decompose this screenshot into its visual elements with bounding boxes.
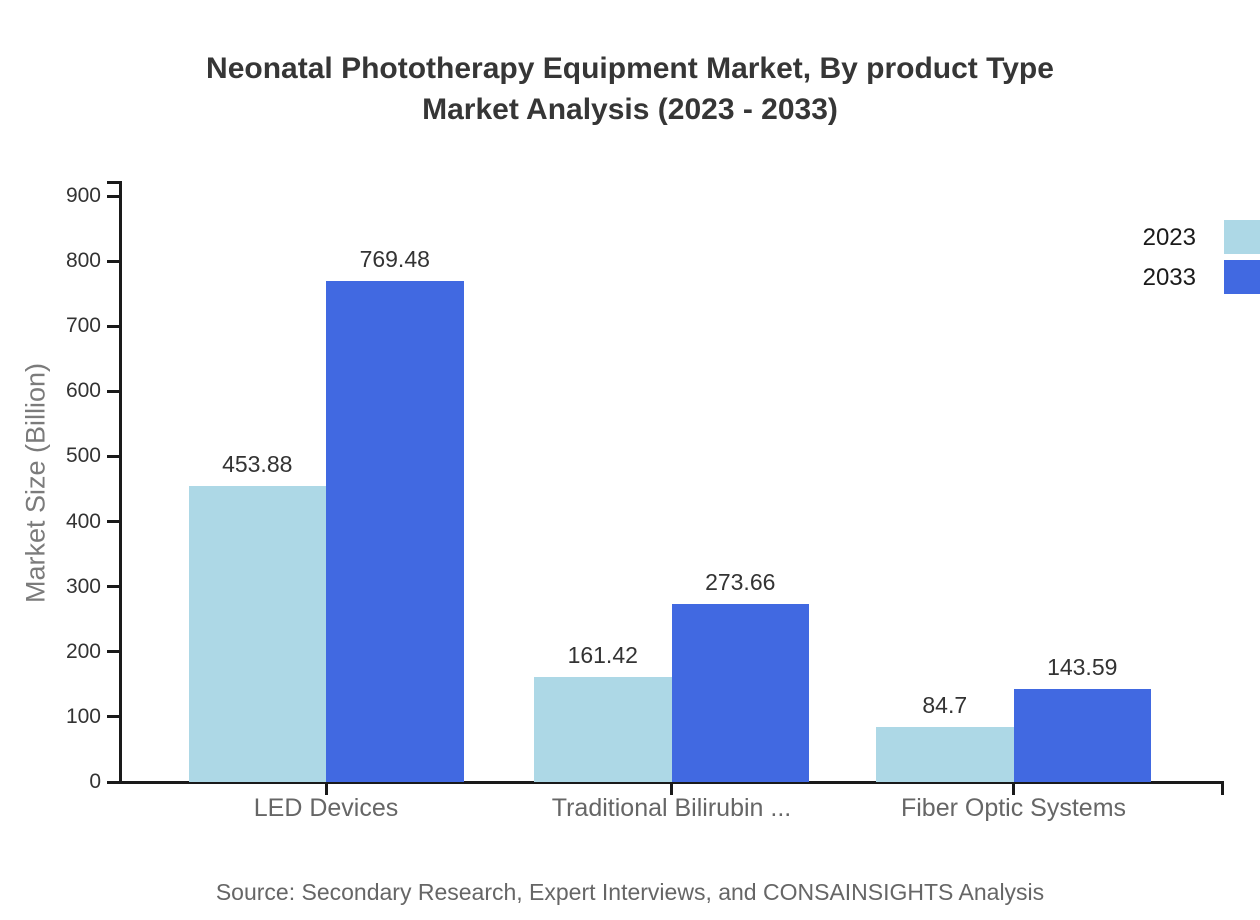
y-tick-mark xyxy=(107,520,122,524)
y-tick-mark xyxy=(107,650,122,654)
y-tick-mark xyxy=(107,259,122,263)
y-tick-mark xyxy=(107,389,122,393)
source-note: Source: Secondary Research, Expert Inter… xyxy=(215,879,1045,905)
chart-title: Neonatal Phototherapy Equipment Market, … xyxy=(0,48,1260,130)
y-tick-mark xyxy=(107,780,122,784)
x-tick-mark xyxy=(324,782,328,795)
y-tick-mark xyxy=(107,715,122,719)
y-tick-label: 900 xyxy=(65,184,101,207)
y-tick-label: 800 xyxy=(65,249,101,273)
y-tick-label: 500 xyxy=(65,444,101,468)
y-tick-label: 700 xyxy=(65,314,101,338)
x-tick-mark xyxy=(670,782,673,795)
y-tick-label: 600 xyxy=(65,379,101,403)
chart-title-line1: Neonatal Phototherapy Equipment Market, … xyxy=(206,52,1054,85)
x-category-label: Traditional Bilirubin ... xyxy=(551,794,792,822)
y-tick-mark xyxy=(107,194,122,198)
y-tick-label: 300 xyxy=(65,574,101,598)
bar-value-label: 161.42 xyxy=(567,641,638,668)
bar-value-label: 143.59 xyxy=(1047,653,1118,680)
x-category-label: Fiber Optic Systems xyxy=(900,794,1127,822)
chart-title-line2: Market Analysis (2023 - 2033) xyxy=(422,93,838,126)
bar-value-label: 769.48 xyxy=(359,245,430,272)
y-axis-line xyxy=(119,182,122,784)
x-tick-mark xyxy=(1012,782,1015,795)
y-tick-mark xyxy=(107,585,122,589)
bar-2023-2 xyxy=(534,676,672,782)
y-tick-label: 100 xyxy=(65,704,101,728)
bar-2033-1 xyxy=(326,280,464,782)
y-tick-label: 0 xyxy=(89,770,101,793)
bar-2033-3 xyxy=(1013,688,1151,782)
bar-value-label: 84.7 xyxy=(922,691,968,718)
bar-value-label: 453.88 xyxy=(222,451,293,478)
bar-2023-3 xyxy=(876,726,1014,782)
bar-2023-1 xyxy=(188,486,326,782)
bar-value-label: 273.66 xyxy=(705,568,776,595)
x-axis-end-cap xyxy=(1221,782,1224,795)
x-axis-line xyxy=(107,781,1224,784)
y-tick-label: 200 xyxy=(65,639,101,663)
y-axis-end-cap xyxy=(107,181,122,184)
y-tick-mark xyxy=(107,454,122,458)
y-tick-mark xyxy=(107,324,122,328)
x-category-label: LED Devices xyxy=(253,794,399,822)
bar-2033-2 xyxy=(671,603,809,782)
y-tick-label: 400 xyxy=(65,509,101,533)
